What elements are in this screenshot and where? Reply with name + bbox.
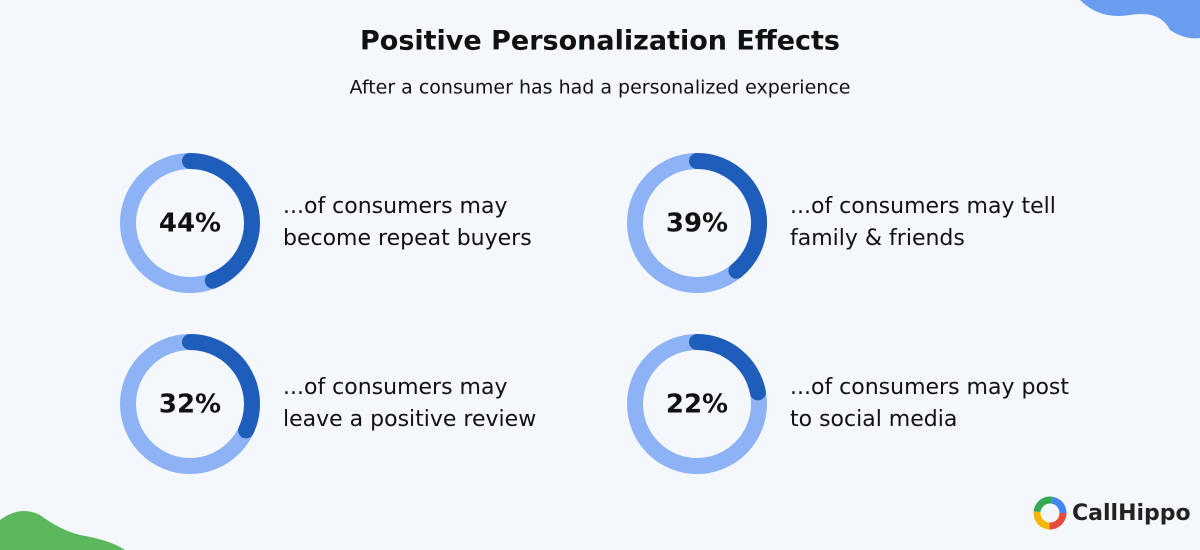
description: ...of consumers may — [283, 194, 507, 219]
description: ...of consumers may — [283, 375, 507, 400]
logo-icon — [1033, 496, 1067, 530]
value-label: 44% — [159, 209, 221, 239]
title: Positive Personalization Effects — [360, 26, 840, 57]
donut-arc — [689, 153, 767, 279]
brand-logo: CallHippo — [1033, 496, 1191, 530]
decor-blob — [1080, 0, 1200, 39]
logo-icon — [1033, 496, 1067, 530]
description: ...of consumers may post — [790, 375, 1069, 400]
donut-arc — [689, 334, 766, 401]
description: leave a positive review — [283, 407, 536, 432]
description: ...of consumers may tell — [790, 194, 1056, 219]
description: family & friends — [790, 226, 965, 251]
logo-icon — [1033, 496, 1067, 530]
subtitle: After a consumer has had a personalized … — [350, 77, 851, 99]
brand-name: CallHippo — [1072, 501, 1191, 526]
donut-arc — [182, 334, 260, 439]
decor-blob — [0, 511, 125, 550]
description: to social media — [790, 407, 957, 432]
value-label: 39% — [666, 209, 728, 239]
value-label: 22% — [666, 390, 728, 420]
description: become repeat buyers — [283, 226, 532, 251]
value-label: 32% — [159, 390, 221, 420]
donut-arc — [182, 153, 260, 289]
